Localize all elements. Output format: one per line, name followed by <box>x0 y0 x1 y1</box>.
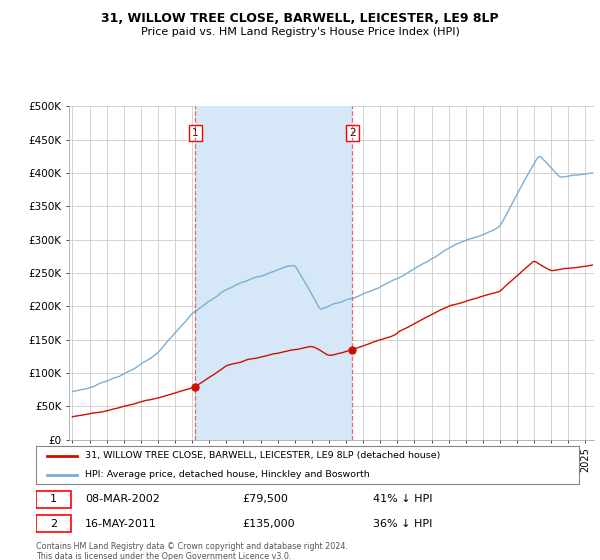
Text: 36% ↓ HPI: 36% ↓ HPI <box>373 519 432 529</box>
Text: 08-MAR-2002: 08-MAR-2002 <box>85 494 160 504</box>
Text: 41% ↓ HPI: 41% ↓ HPI <box>373 494 432 504</box>
Text: 31, WILLOW TREE CLOSE, BARWELL, LEICESTER, LE9 8LP: 31, WILLOW TREE CLOSE, BARWELL, LEICESTE… <box>101 12 499 25</box>
Text: 31, WILLOW TREE CLOSE, BARWELL, LEICESTER, LE9 8LP (detached house): 31, WILLOW TREE CLOSE, BARWELL, LEICESTE… <box>85 451 440 460</box>
Text: Price paid vs. HM Land Registry's House Price Index (HPI): Price paid vs. HM Land Registry's House … <box>140 27 460 37</box>
Text: HPI: Average price, detached house, Hinckley and Bosworth: HPI: Average price, detached house, Hinc… <box>85 470 370 479</box>
Bar <box>196 106 352 440</box>
Text: Contains HM Land Registry data © Crown copyright and database right 2024.
This d: Contains HM Land Registry data © Crown c… <box>36 542 348 560</box>
FancyBboxPatch shape <box>36 491 71 507</box>
Text: 2: 2 <box>349 128 356 138</box>
Text: 1: 1 <box>192 128 199 138</box>
Text: 16-MAY-2011: 16-MAY-2011 <box>85 519 157 529</box>
Text: £135,000: £135,000 <box>242 519 295 529</box>
FancyBboxPatch shape <box>36 515 71 532</box>
Text: 2: 2 <box>50 519 57 529</box>
Text: £79,500: £79,500 <box>242 494 288 504</box>
Text: 1: 1 <box>50 494 57 504</box>
